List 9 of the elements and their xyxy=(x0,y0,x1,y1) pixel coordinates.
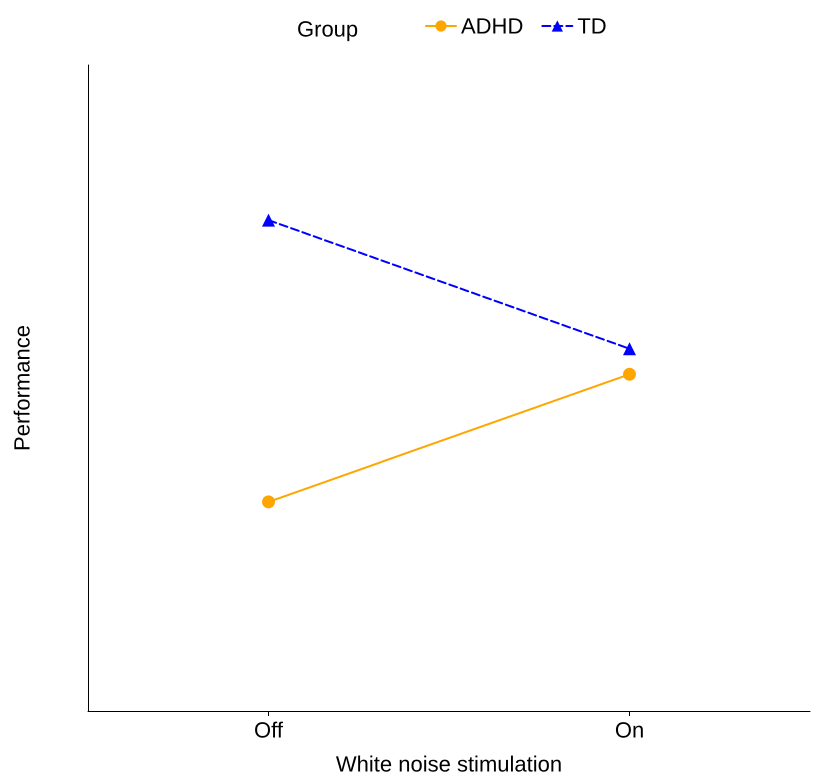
x-tick-label: On xyxy=(614,718,644,742)
y-axis-title: Performance xyxy=(10,325,34,451)
legend-title: Group xyxy=(297,16,358,42)
x-axis-title: White noise stimulation xyxy=(336,752,562,776)
point xyxy=(262,495,275,508)
point xyxy=(623,368,636,381)
x-tick-label: Off xyxy=(254,718,284,742)
legend-label: TD xyxy=(577,14,607,38)
legend-label: ADHD xyxy=(461,14,524,38)
